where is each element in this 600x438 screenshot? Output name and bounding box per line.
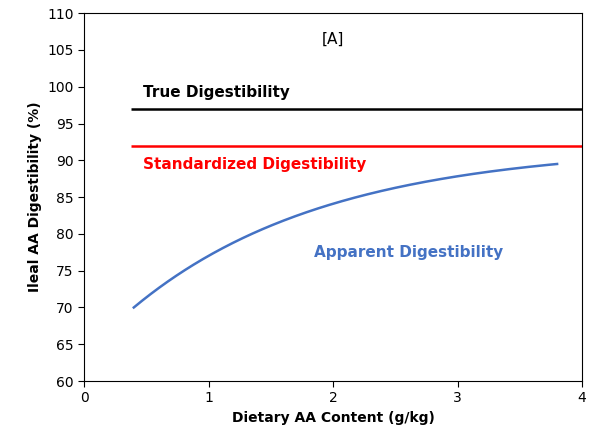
Text: Apparent Digestibility: Apparent Digestibility xyxy=(314,245,503,260)
X-axis label: Dietary AA Content (g/kg): Dietary AA Content (g/kg) xyxy=(232,411,434,425)
Text: [A]: [A] xyxy=(322,32,344,46)
Text: True Digestibility: True Digestibility xyxy=(143,85,289,100)
Text: Standardized Digestibility: Standardized Digestibility xyxy=(143,157,366,172)
Y-axis label: Ileal AA Digestibility (%): Ileal AA Digestibility (%) xyxy=(28,102,41,293)
